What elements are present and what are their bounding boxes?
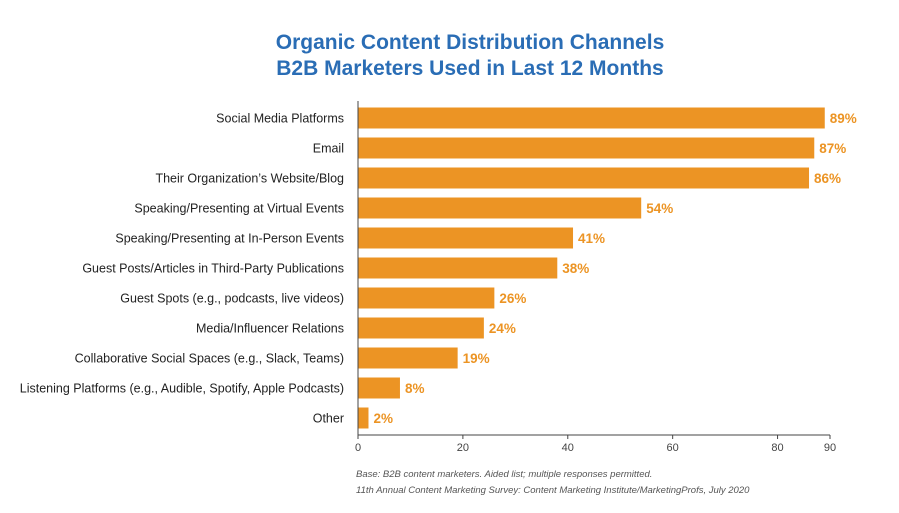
x-tick-label: 20 [457, 442, 469, 454]
bar-5 [358, 227, 574, 249]
bar-6 [358, 257, 558, 279]
x-tick-label: 0 [355, 442, 361, 454]
category-label: Speaking/Presenting at In-Person Events [115, 232, 344, 246]
data-label: 24% [489, 321, 516, 336]
bar-3 [358, 167, 810, 189]
data-label: 86% [814, 171, 841, 186]
footnote-base: Base: B2B content marketers. Aided list;… [356, 469, 653, 480]
data-label: 19% [463, 351, 490, 366]
data-label: 54% [646, 201, 673, 216]
category-label: Media/Influencer Relations [196, 322, 344, 336]
data-label: 2% [373, 411, 393, 426]
category-label: Guest Posts/Articles in Third-Party Publ… [82, 262, 344, 276]
x-tick-label: 90 [824, 442, 836, 454]
data-label: 89% [830, 111, 857, 126]
category-label: Social Media Platforms [216, 112, 344, 126]
bar-11 [358, 407, 369, 429]
category-label: Speaking/Presenting at Virtual Events [134, 202, 344, 216]
chart-title-line1: Organic Content Distribution Channels [275, 31, 665, 54]
bar-7 [358, 287, 495, 309]
chart-title: Organic Content Distribution Channels B2… [0, 30, 899, 82]
x-tick-label: 80 [771, 442, 783, 454]
category-label: Other [313, 412, 344, 426]
category-label: Their Organization’s Website/Blog [155, 172, 344, 186]
bar-2 [358, 137, 815, 159]
category-label: Listening Platforms (e.g., Audible, Spot… [20, 382, 344, 396]
category-label: Email [313, 142, 344, 156]
bar-10 [358, 377, 400, 399]
bar-1 [358, 107, 825, 129]
data-label: 41% [578, 231, 605, 246]
bar-8 [358, 317, 484, 339]
data-label: 38% [562, 261, 589, 276]
data-label: 87% [819, 141, 846, 156]
data-label: 8% [405, 381, 425, 396]
data-label: 26% [499, 291, 526, 306]
x-tick-label: 60 [667, 442, 679, 454]
bar-9 [358, 347, 458, 369]
category-label: Collaborative Social Spaces (e.g., Slack… [75, 352, 344, 366]
x-tick-label: 40 [562, 442, 574, 454]
category-label: Guest Spots (e.g., podcasts, live videos… [120, 292, 344, 306]
chart-title-line2: B2B Marketers Used in Last 12 Months [276, 57, 664, 80]
footnote-source: 11th Annual Content Marketing Survey: Co… [356, 485, 750, 496]
bar-4 [358, 197, 642, 219]
